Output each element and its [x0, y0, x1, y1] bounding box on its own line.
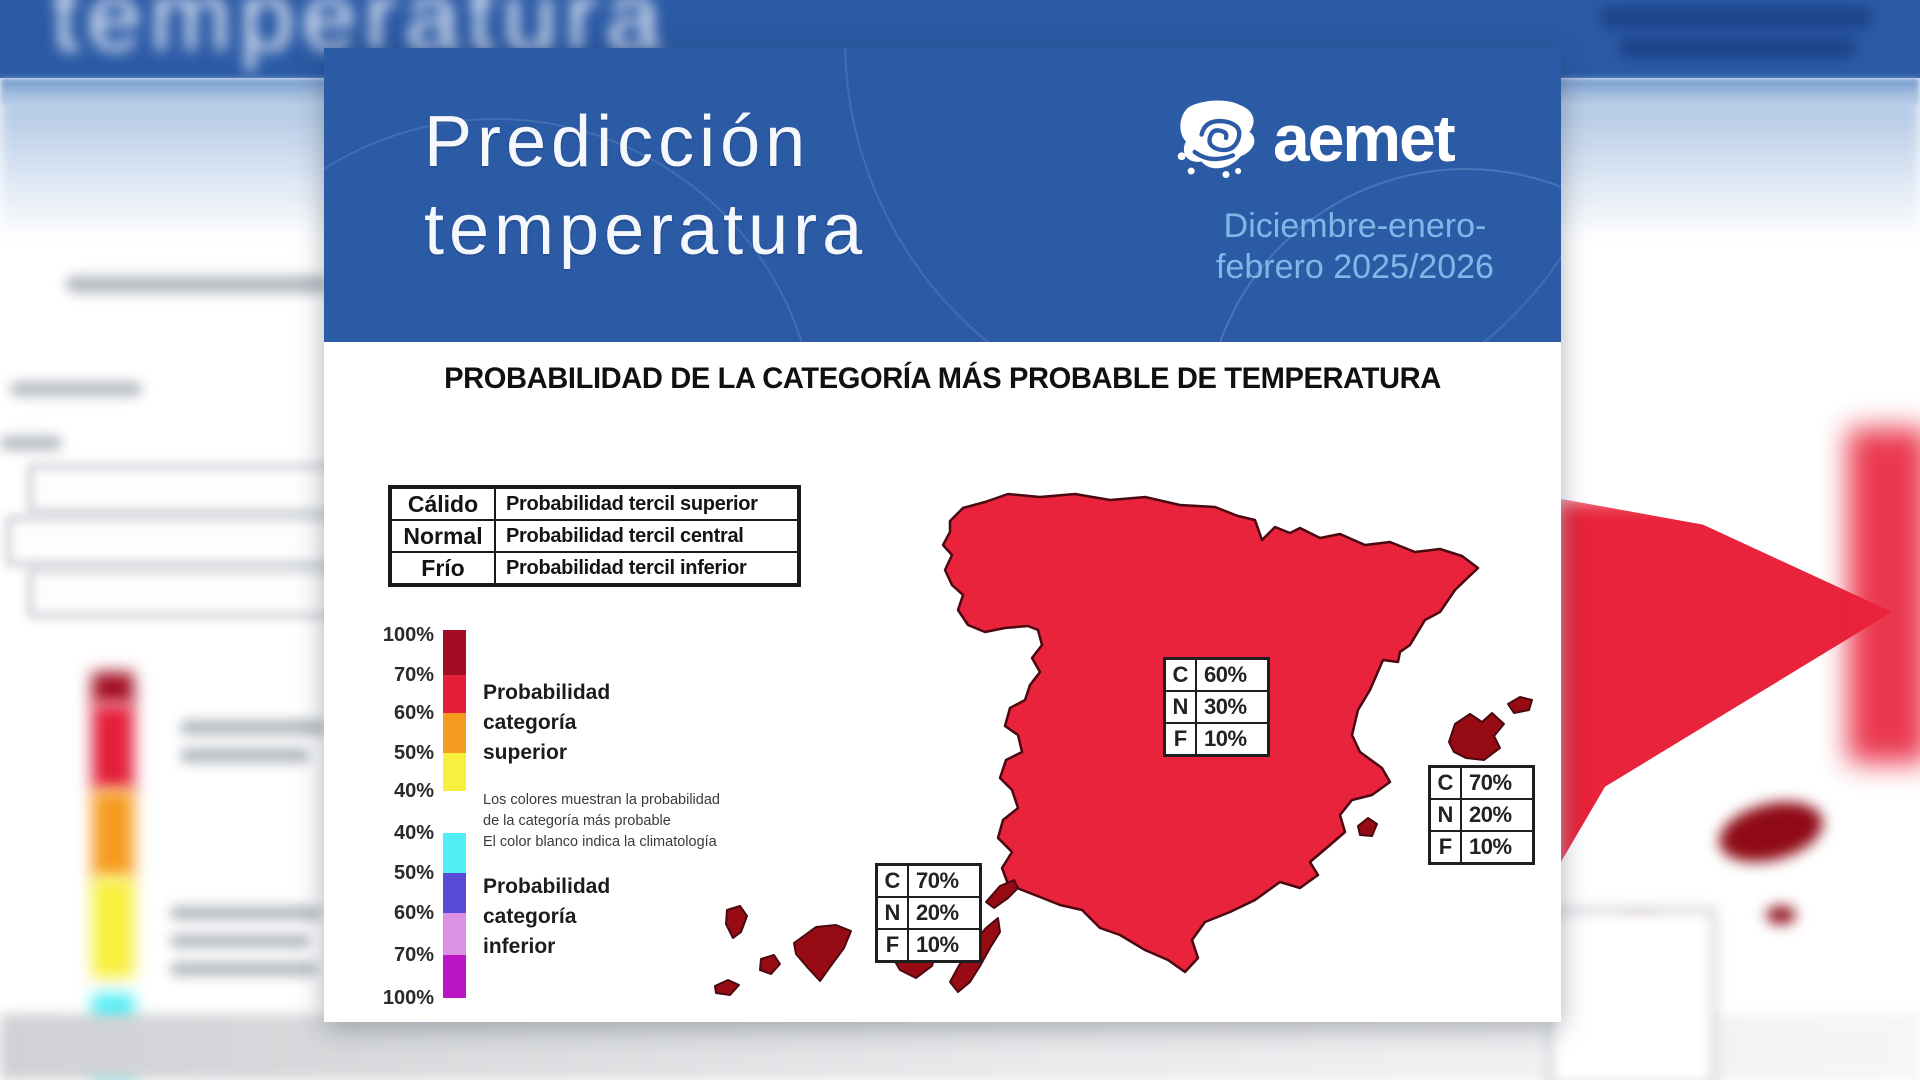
scale-segment — [443, 955, 466, 998]
prob-label: C — [1430, 767, 1461, 799]
prob-table-baleares: C 70% N 20% F 10% — [1428, 765, 1535, 865]
island-la-gomera — [759, 954, 781, 975]
poster-title: Predicción temperatura — [424, 102, 868, 270]
scale-tick: 60% — [393, 902, 434, 924]
legend-term: Cálido — [391, 488, 495, 520]
bg-ghost-scale-darkred — [92, 672, 134, 704]
prob-value: 20% — [908, 897, 980, 929]
bg-ghost-text-line — [180, 720, 326, 735]
bg-ghost-text-line — [66, 276, 328, 293]
scale-tick: 70% — [393, 664, 434, 686]
prob-label: C — [1165, 659, 1196, 691]
prob-label: N — [877, 897, 908, 929]
scale-segment — [443, 713, 466, 753]
island-mallorca — [1448, 712, 1505, 761]
bg-ghost-scale-orange — [92, 790, 134, 878]
prob-value: 70% — [1461, 767, 1533, 799]
legend-desc: Probabilidad tercil inferior — [495, 552, 798, 584]
scale-segment — [443, 833, 466, 873]
prob-value: 10% — [1196, 723, 1268, 755]
prob-label: F — [1430, 831, 1461, 863]
bg-ghost-island-blob — [1712, 792, 1830, 872]
category-legend-table: Cálido Probabilidad tercil superior Norm… — [388, 485, 801, 587]
legend-desc: Probabilidad tercil superior — [495, 488, 798, 520]
prob-label: N — [1430, 799, 1461, 831]
bg-ghost-prob-table — [1548, 908, 1716, 1080]
scale-tick: 100% — [382, 624, 434, 646]
prob-value: 70% — [908, 865, 980, 897]
prob-value: 10% — [908, 929, 980, 961]
scale-segment — [443, 675, 466, 713]
bg-ghost-text-line — [170, 906, 322, 920]
island-el-hierro — [714, 979, 740, 996]
prob-label: C — [877, 865, 908, 897]
bg-ghost-text-line — [180, 748, 310, 763]
bg-ghost-island-blob — [1766, 906, 1796, 924]
scale-segment — [443, 913, 466, 955]
scale-segment — [443, 630, 466, 675]
prob-table-peninsula: C 60% N 30% F 10% — [1163, 657, 1270, 757]
bg-ghost-scale-yellow — [92, 878, 134, 978]
island-menorca — [1507, 696, 1533, 714]
poster-body: PROBABILIDAD DE LA CATEGORÍA MÁS PROBABL… — [324, 342, 1561, 1022]
bg-ghost-scale-red — [92, 704, 134, 790]
prob-label: F — [1165, 723, 1196, 755]
island-tenerife — [793, 924, 852, 982]
prob-value: 20% — [1461, 799, 1533, 831]
prob-value: 60% — [1196, 659, 1268, 691]
scale-segment — [443, 753, 466, 791]
bg-ghost-table-row — [28, 568, 336, 618]
scale-segment — [443, 873, 466, 913]
poster-header: Predicción temperatura aemet Diciembre-e… — [324, 48, 1561, 342]
aemet-brand: aemet — [1175, 96, 1456, 180]
bg-ghost-text-line — [0, 436, 62, 450]
bg-ghost-date-line — [1600, 6, 1872, 29]
bg-ghost-text-line — [170, 934, 310, 948]
legend-term: Normal — [391, 520, 495, 552]
bg-ghost-text-line — [10, 382, 142, 396]
prob-table-canarias: C 70% N 20% F 10% — [875, 863, 982, 963]
scale-upper-label: Probabilidad categoría superior — [483, 681, 611, 764]
island-la-palma — [725, 905, 748, 939]
bg-ghost-text-line — [170, 962, 318, 976]
scale-tick: 50% — [393, 742, 434, 764]
bg-ghost-date-line — [1618, 36, 1856, 59]
prob-value: 30% — [1196, 691, 1268, 723]
prob-value: 10% — [1461, 831, 1533, 863]
scale-tick: 100% — [382, 987, 434, 1009]
scale-tick: 40% — [393, 780, 434, 802]
main-title: PROBABILIDAD DE LA CATEGORÍA MÁS PROBABL… — [444, 362, 1441, 395]
forecast-period: Diciembre-enero- febrero 2025/2026 — [1216, 207, 1494, 286]
scale-lower-label: Probabilidad categoría inferior — [483, 875, 611, 958]
bg-ghost-table-row — [6, 516, 336, 566]
aemet-logo-icon — [1177, 100, 1255, 178]
scale-note: Los colores muestran la probabilidad de … — [483, 792, 720, 850]
aemet-wordmark: aemet — [1273, 101, 1456, 175]
scale-tick: 50% — [393, 862, 434, 884]
legend-desc: Probabilidad tercil central — [495, 520, 798, 552]
island-ibiza — [1357, 817, 1378, 837]
prob-label: F — [877, 929, 908, 961]
bg-ghost-table-row — [28, 464, 336, 514]
aemet-poster: Predicción temperatura aemet Diciembre-e… — [324, 48, 1561, 1022]
prob-label: N — [1165, 691, 1196, 723]
island-lanzarote — [985, 879, 1019, 909]
balearic-islands — [1357, 696, 1533, 837]
scale-segment-white-climatology — [443, 791, 466, 833]
scale-tick: 40% — [393, 822, 434, 844]
bg-ghost-map-edge — [1848, 428, 1920, 763]
legend-term: Frío — [391, 552, 495, 584]
scale-tick: 70% — [393, 944, 434, 966]
scale-tick: 60% — [393, 702, 434, 724]
